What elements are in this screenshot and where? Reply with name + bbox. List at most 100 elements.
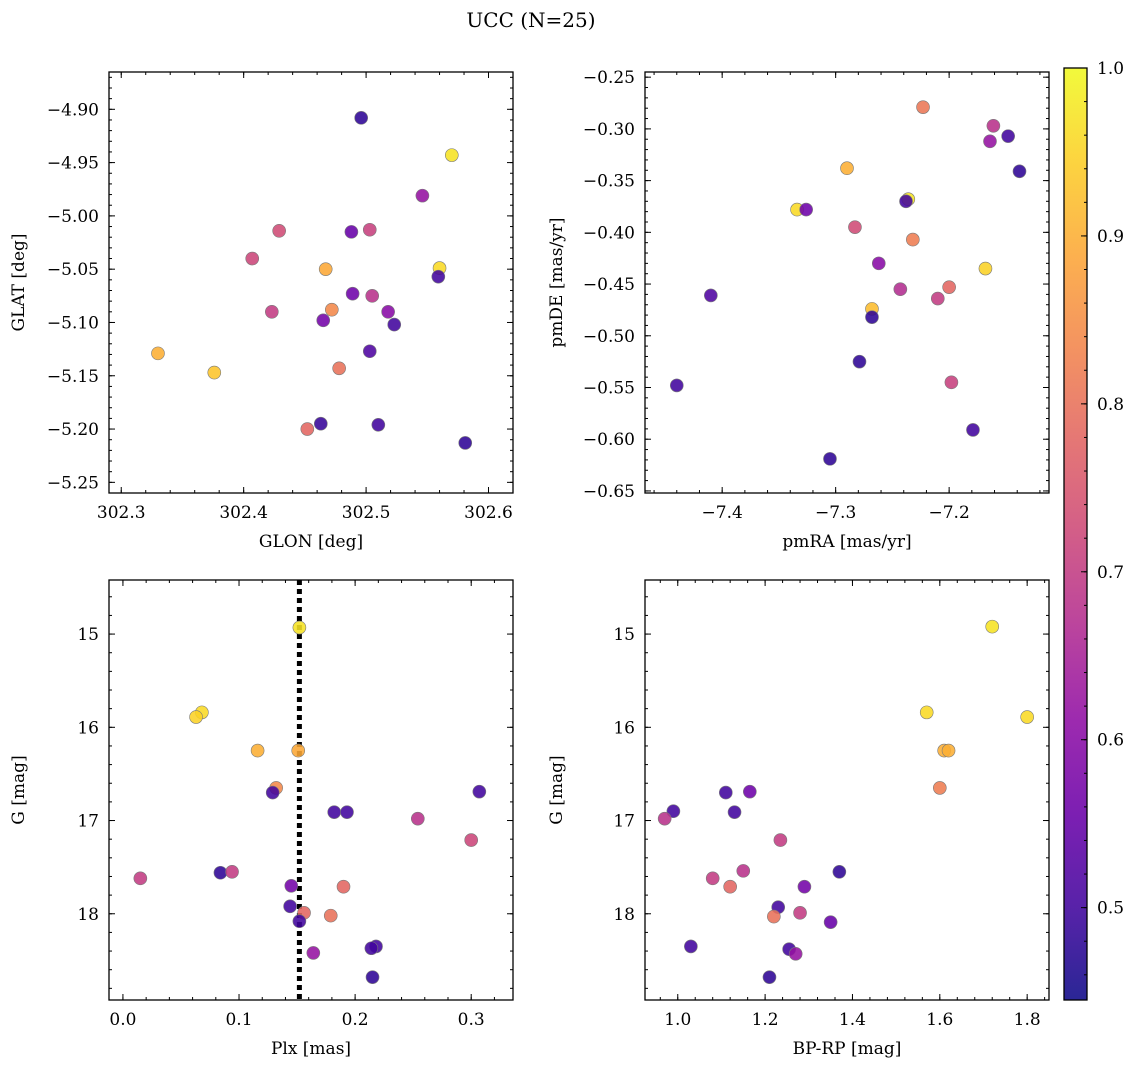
data-point [354,111,368,125]
data-point [327,805,342,819]
y-tick-label: −0.25 [583,68,635,88]
data-point [365,970,380,984]
x-axis-label: Plx [mas] [271,1039,351,1059]
data-point [415,188,430,203]
data-point [213,865,228,880]
data-point [966,423,980,437]
x-tick-label: 1.8 [1014,1010,1041,1030]
data-point [340,805,354,819]
data-point [657,811,672,826]
panel-4: 1.0 1.2 1.4 1.6 1.8 15 16 17 18 BP-RP [mag] G [mag… [547,579,1050,1059]
x-tick-label: 302.3 [97,503,146,523]
data-point [464,833,479,847]
data-point [291,743,306,758]
data-point [704,288,718,303]
y-tick-label: 15 [77,625,99,645]
data-point [151,346,165,361]
x-axis-label: pmRA [mas/yr] [782,532,911,552]
data-point [718,785,733,800]
data-point [1020,710,1034,724]
data-point [978,261,993,276]
data-point [793,906,807,920]
data-point [371,417,386,432]
data-point [292,620,307,635]
panel-1: 302.3 302.4 302.5 302.6 −5.25 −5.20 −5.15 −5.10… [9,71,514,552]
y-tick-label: −5.10 [47,313,99,333]
data-point [364,941,379,956]
data-point [325,302,339,317]
axes-frame [644,579,1050,1001]
data-point [944,375,959,390]
y-tick-label: −0.55 [583,378,635,398]
y-tick-label: −5.05 [47,260,99,280]
y-tick-label: −4.95 [47,154,99,174]
x-tick-label: 0.2 [342,1010,369,1030]
y-axis-label: G [mag] [9,755,29,824]
data-point [823,915,838,929]
axes-frame [108,579,514,1001]
y-tick-label: −0.30 [583,120,635,140]
data-point [941,743,956,758]
data-point [365,289,380,303]
y-tick-label: −0.65 [583,482,635,502]
data-point [306,946,321,960]
data-point [799,202,813,217]
data-point [893,282,908,297]
panel-2: −7.4 −7.3 −7.2 −0.65 −0.60 −0.55 −0.50 −0.45 −0.… [547,68,1050,552]
data-point [292,914,307,929]
figure-title: UCC (N=25) [466,8,596,32]
data-point [705,871,720,886]
data-point [986,118,1001,133]
data-point [899,194,913,209]
x-tick-label: 0.1 [225,1010,252,1030]
data-point [848,220,862,234]
data-point [318,262,333,276]
panel-3: 0.0 0.1 0.2 0.3 15 16 17 18 Plx [mas] G [mag] [9,579,514,1059]
x-tick-label: 0.3 [458,1010,485,1030]
x-tick-label: 302.6 [464,503,513,523]
y-tick-label: 17 [613,812,635,832]
data-point [919,705,934,720]
data-point [773,833,788,847]
y-tick-label: 17 [77,812,99,832]
y-tick-label: −0.45 [583,275,635,295]
data-point [344,225,359,239]
data-point [431,269,446,284]
x-tick-label: 302.5 [342,503,391,523]
y-tick-label: −5.20 [47,420,99,440]
data-point [666,804,681,819]
colorbar: 0.5 0.6 0.7 0.8 0.9 1.0 [1063,59,1124,1001]
data-point [283,899,297,914]
x-tick-label: 1.0 [664,1010,691,1030]
data-point [942,280,956,294]
data-point [762,970,777,984]
colorbar-tick-label: 0.7 [1097,563,1124,583]
data-point [336,879,351,894]
colorbar-tick-label: 0.9 [1097,227,1124,247]
data-point [458,436,473,450]
data-point [930,291,945,306]
data-point [472,784,487,799]
y-tick-label: −0.50 [583,327,635,347]
data-point [444,148,459,162]
data-point [381,305,395,319]
data-point [313,416,328,431]
data-point [852,354,867,369]
data-point [316,313,331,328]
data-point [265,305,279,319]
y-tick-label: −5.00 [47,207,99,227]
x-axis-label: GLON [deg] [259,532,363,552]
data-point [736,864,751,878]
y-tick-label: −5.15 [47,367,99,387]
data-point [916,100,930,114]
data-point [669,378,684,393]
y-tick-label: −0.40 [583,223,635,243]
data-point [272,224,286,238]
data-point [723,879,737,894]
x-tick-label: −7.4 [702,503,743,523]
data-point [362,344,377,359]
y-tick-label: 15 [613,625,635,645]
y-tick-label: 16 [77,718,99,738]
x-tick-label: −7.3 [815,503,856,523]
colorbar-tick-label: 1.0 [1097,59,1124,79]
